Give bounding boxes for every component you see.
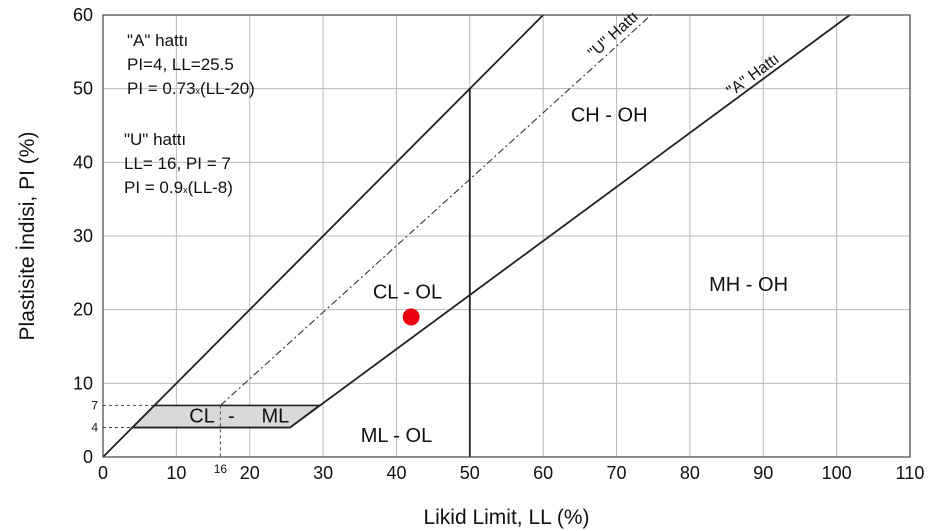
y-tick-label-40: 40 xyxy=(73,152,93,172)
tick-layer: 0 10 20 30 40 50 60 70 80 90 100 110 0 10 20 30 40 50 60 7 4… xyxy=(73,5,924,483)
y-minor-label-7: 7 xyxy=(91,398,98,412)
a-note-eq-part: PI = 0.73 xyxy=(127,79,196,98)
a-note-eq: PI = 0.73x(LL-20) xyxy=(127,79,255,98)
fill-layer xyxy=(130,404,322,429)
y-axis-title: Plastisite İndisi, PI (%) xyxy=(16,132,39,341)
x-tick-label-70: 70 xyxy=(607,463,627,483)
u-note-eq-x: x xyxy=(183,185,188,195)
chart-line-2 xyxy=(102,14,544,458)
x-axis-title: Likid Limit, LL (%) xyxy=(423,506,589,529)
x-tick-label-110: 110 xyxy=(896,463,925,483)
zone-label-2: CL - OL xyxy=(373,281,442,303)
u-line-notes: "U" hattı LL= 16, PI = 7 PI = 0.9x(LL-8) xyxy=(124,130,233,197)
u-note-eq: PI = 0.9x(LL-8) xyxy=(124,178,233,197)
plot-frame xyxy=(102,14,911,458)
label-layer: "U" Hattı "A" Hattı CH - OH MH - OH CL - OL M… xyxy=(189,8,788,447)
zone-label-0: CH - OH xyxy=(571,104,648,126)
line-layer xyxy=(102,14,851,458)
y-tick-label-20: 20 xyxy=(73,300,93,320)
x-tick-label-40: 40 xyxy=(386,463,406,483)
x-tick-label-50: 50 xyxy=(460,463,480,483)
sample-point xyxy=(402,308,420,326)
x-tick-label-80: 80 xyxy=(680,463,700,483)
u-note-params: LL= 16, PI = 7 xyxy=(124,154,231,173)
cl-ml-label-1: - xyxy=(228,405,235,427)
cl-ml-zone xyxy=(130,404,322,429)
x-tick-label-10: 10 xyxy=(166,463,186,483)
u-note-eq-rest: (LL-8) xyxy=(188,178,233,197)
line-label-1: "A" Hattı xyxy=(724,51,783,100)
y-tick-label-0: 0 xyxy=(83,447,93,467)
x-minor-label-16: 16 xyxy=(214,462,228,476)
a-note-eq-rest: (LL-20) xyxy=(200,79,255,98)
x-tick-label-60: 60 xyxy=(533,463,553,483)
zone-label-3: ML - OL xyxy=(361,425,433,447)
y-minor-label-4: 4 xyxy=(91,421,98,435)
a-note-params: PI=4, LL=25.5 xyxy=(127,55,234,74)
x-tick-label-30: 30 xyxy=(313,463,333,483)
u-note-title: "U" hattı xyxy=(124,130,186,149)
x-tick-label-0: 0 xyxy=(98,463,108,483)
x-tick-label-90: 90 xyxy=(753,463,773,483)
chart-line-1 xyxy=(220,14,652,406)
a-note-eq-x: x xyxy=(196,86,201,96)
y-tick-label-30: 30 xyxy=(73,226,93,246)
a-note-title: "A" hattı xyxy=(127,31,188,50)
u-note-eq-part: PI = 0.9 xyxy=(124,178,183,197)
a-line-notes: "A" hattı PI=4, LL=25.5 PI = 0.73x(LL-20… xyxy=(127,31,255,98)
x-tick-label-100: 100 xyxy=(822,463,852,483)
chart-line-0 xyxy=(132,14,851,429)
line-label-0: "U" Hattı xyxy=(585,8,642,62)
cl-ml-label-2: ML xyxy=(262,405,290,427)
zone-label-1: MH - OH xyxy=(709,274,788,296)
y-tick-label-60: 60 xyxy=(73,5,93,25)
x-tick-label-20: 20 xyxy=(240,463,260,483)
cl-ml-label-0: CL xyxy=(189,405,215,427)
y-tick-label-10: 10 xyxy=(73,373,93,393)
y-tick-label-50: 50 xyxy=(73,79,93,99)
